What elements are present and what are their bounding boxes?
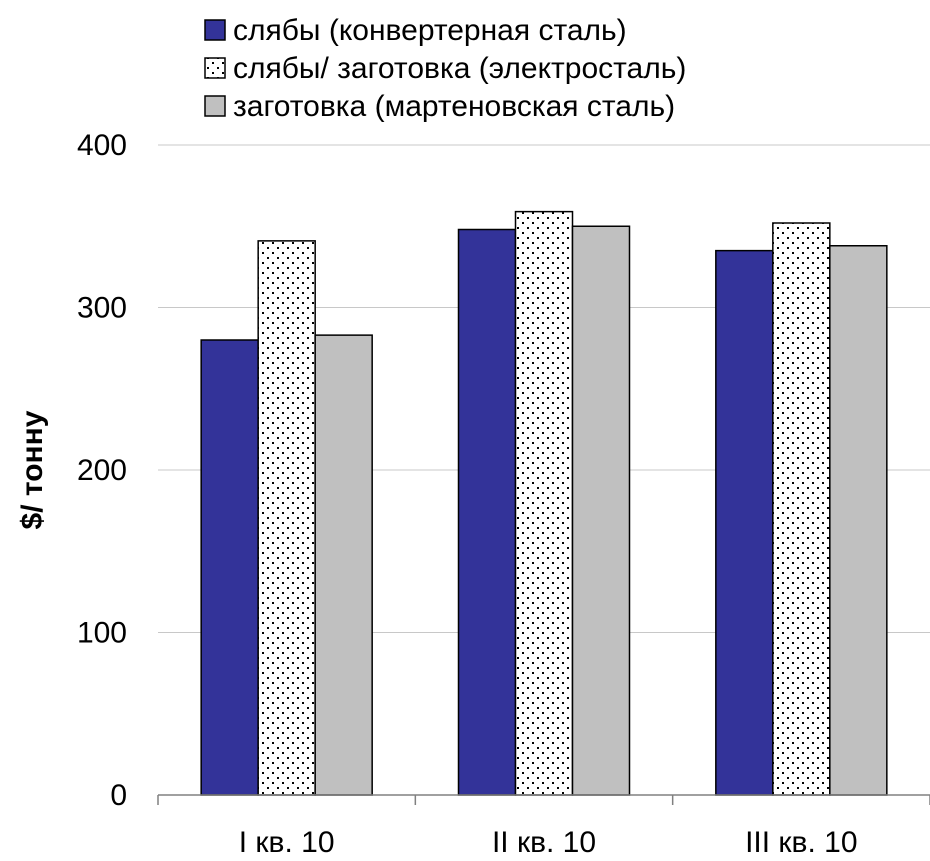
x-tick-label: I кв. 10 (239, 826, 335, 859)
bar (257, 240, 316, 796)
y-axis-ticks: 0 100 200 300 400 (77, 129, 127, 812)
bars (200, 210, 888, 796)
y-tick-label: 100 (77, 617, 127, 650)
bar (715, 249, 774, 796)
y-axis-label: $/ тонну (16, 410, 49, 529)
legend-swatch (204, 95, 226, 117)
y-tick-label: 400 (77, 129, 127, 162)
legend: слябы (конвертерная сталь) слябы/ заготов… (204, 14, 686, 123)
x-tick-label: II кв. 10 (492, 826, 596, 859)
bar (829, 245, 888, 796)
bar (457, 228, 517, 796)
y-tick-label: 200 (77, 454, 127, 487)
x-axis-ticks: I кв. 10 II кв. 10 III кв. 10 (157, 795, 930, 859)
y-tick-label: 0 (110, 779, 127, 812)
x-tick-label: III кв. 10 (745, 826, 857, 859)
bar (200, 339, 259, 796)
legend-label: слябы (конвертерная сталь) (233, 14, 627, 47)
bar (772, 222, 831, 796)
bar (314, 334, 373, 796)
legend-swatch (204, 19, 226, 41)
legend-label: слябы/ заготовка (электросталь) (233, 52, 686, 85)
bar (514, 210, 574, 796)
bar (571, 225, 631, 796)
legend-label: заготовка (мартеновская сталь) (233, 90, 675, 123)
y-tick-label: 300 (77, 292, 127, 325)
legend-swatch (204, 57, 226, 79)
